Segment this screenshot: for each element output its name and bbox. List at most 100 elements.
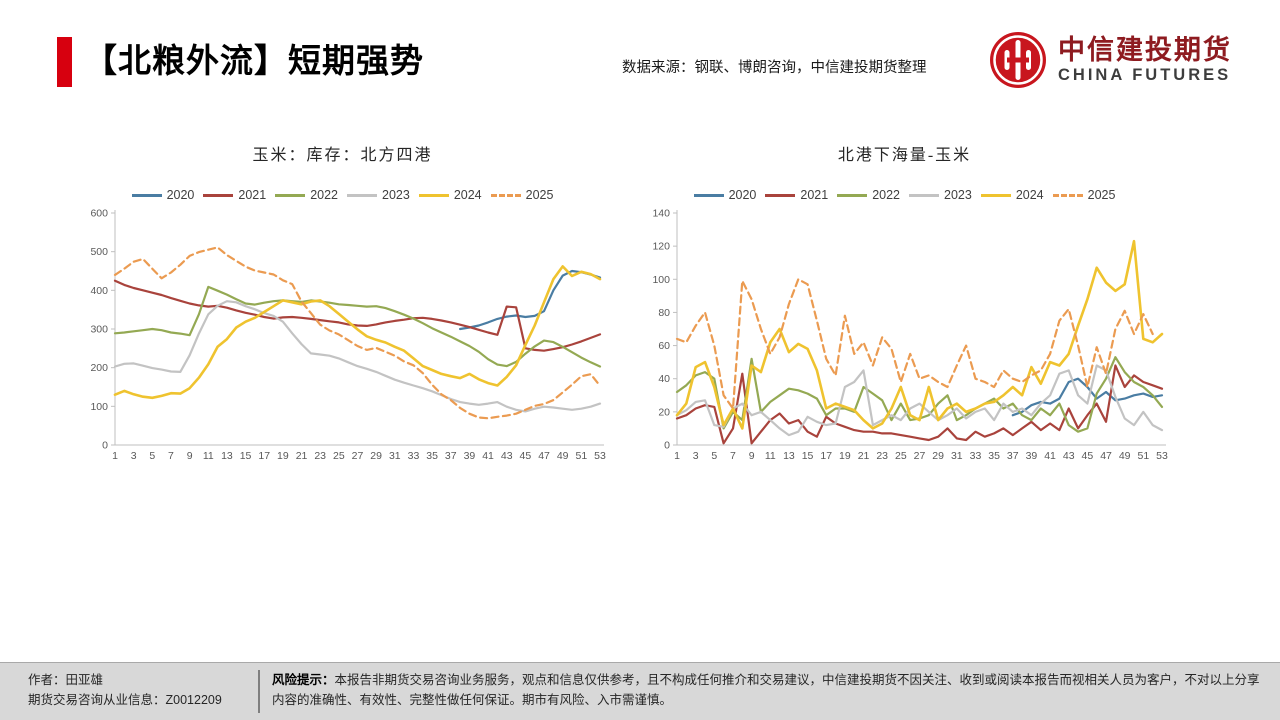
x-axis-tick-label: 9 — [187, 450, 193, 462]
logo-text: 中信建投期货 CHINA FUTURES — [1058, 35, 1232, 85]
logo-name-en: CHINA FUTURES — [1058, 66, 1232, 84]
series-line-2022 — [113, 285, 602, 368]
series-line-2021 — [113, 279, 602, 352]
risk-label: 风险提示： — [272, 673, 335, 687]
x-axis-tick-label: 53 — [1156, 450, 1168, 462]
chart-title: 北港下海量-玉米 — [837, 147, 972, 164]
legend-item-2023: 2023 — [347, 188, 410, 202]
x-axis-tick-label: 13 — [783, 450, 795, 462]
legend-item-2023: 2023 — [909, 188, 972, 202]
legend-label: 2021 — [238, 188, 267, 202]
series-line-2020 — [459, 269, 602, 331]
y-axis-tick-label: 140 — [652, 208, 670, 220]
y-axis-tick-label: 100 — [90, 401, 108, 413]
x-axis-tick-label: 27 — [352, 450, 364, 462]
footer-bar: 作者：田亚雄 期货交易咨询从业信息：Z0012209 风险提示：本报告非期货交易… — [0, 662, 1280, 720]
x-axis-tick-label: 17 — [820, 450, 832, 462]
x-axis-tick-label: 23 — [314, 450, 326, 462]
legend-swatch — [980, 193, 1011, 197]
x-axis-tick-label: 21 — [296, 450, 308, 462]
x-axis-tick-label: 33 — [408, 450, 420, 462]
x-axis-tick-label: 41 — [482, 450, 494, 462]
series-line-2021 — [675, 364, 1164, 445]
legend-label: 2021 — [800, 188, 829, 202]
china-futures-logo-icon — [990, 32, 1046, 88]
x-axis-tick-label: 47 — [1100, 450, 1112, 462]
legend-item-2020: 2020 — [693, 188, 757, 202]
x-axis-tick-label: 41 — [1044, 450, 1056, 462]
x-axis-tick-label: 11 — [203, 450, 214, 462]
series-line-2024 — [113, 265, 602, 400]
y-axis-tick-label: 100 — [652, 274, 670, 286]
legend-label: 2025 — [1087, 188, 1116, 202]
chart-title: 玉米：库存：北方四港 — [252, 147, 433, 164]
y-axis-tick-label: 600 — [90, 208, 108, 220]
x-axis-tick-label: 37 — [1007, 450, 1019, 462]
x-axis-tick-label: 25 — [333, 450, 345, 462]
x-axis-tick-label: 33 — [970, 450, 982, 462]
x-axis-tick-label: 13 — [221, 450, 233, 462]
x-axis-tick-label: 1 — [674, 450, 680, 462]
x-axis-tick-label: 15 — [240, 450, 252, 462]
x-axis-tick-label: 47 — [538, 450, 550, 462]
legend-item-2024: 2024 — [980, 188, 1044, 202]
y-axis-tick-label: 20 — [658, 406, 670, 418]
legend-item-2022: 2022 — [275, 188, 338, 202]
x-axis-tick-label: 31 — [951, 450, 963, 462]
legend-swatch — [347, 193, 377, 197]
series-line-2023 — [675, 364, 1164, 437]
legend-swatch — [275, 193, 306, 197]
legend-swatch — [418, 193, 449, 197]
series-line-2023 — [113, 300, 602, 413]
risk-disclaimer: 风险提示：本报告非期货交易咨询业务服务，观点和信息仅供参考，且不构成任何推介和交… — [272, 670, 1267, 710]
legend-label: 2022 — [310, 188, 338, 202]
x-axis-tick-label: 31 — [389, 450, 401, 462]
legend-item-2020: 2020 — [131, 188, 195, 202]
x-axis-tick-label: 3 — [693, 450, 699, 462]
data-source-note: 数据来源：钢联、博朗咨询，中信建投期货整理 — [622, 60, 927, 76]
legend-swatch — [693, 193, 724, 197]
y-axis-tick-label: 200 — [90, 362, 108, 374]
series-line-2025 — [675, 278, 1154, 410]
legend-label: 2020 — [728, 188, 757, 202]
author-info: 作者：田亚雄 期货交易咨询从业信息：Z0012209 — [28, 670, 222, 710]
y-axis-tick-label: 500 — [90, 246, 108, 258]
x-axis-tick-label: 43 — [501, 450, 513, 462]
legend-swatch — [1052, 193, 1083, 197]
x-axis-tick-label: 19 — [839, 450, 851, 462]
company-logo: 中信建投期货 CHINA FUTURES — [988, 30, 1232, 90]
x-axis-tick-label: 7 — [730, 450, 736, 462]
x-axis-tick-label: 7 — [168, 450, 174, 462]
legend-swatch — [131, 193, 162, 197]
legend-label: 2020 — [166, 188, 195, 202]
series-line-2024 — [675, 239, 1164, 430]
legend-item-2022: 2022 — [837, 188, 900, 202]
x-axis-tick-label: 27 — [914, 450, 926, 462]
footer-divider — [258, 670, 260, 713]
logo-name-cn: 中信建投期货 — [1058, 35, 1232, 65]
x-axis-tick-label: 45 — [520, 450, 532, 462]
chart-legend: 2020 2021 2022 2023 2024 2025 — [75, 187, 610, 203]
y-axis-tick-label: 60 — [658, 340, 670, 352]
y-axis-tick-label: 80 — [658, 307, 670, 319]
x-axis-tick-label: 35 — [426, 450, 438, 462]
x-axis-tick-label: 49 — [557, 450, 569, 462]
x-axis-tick-label: 29 — [370, 450, 382, 462]
page-title: 【北粮外流】短期强势 — [84, 42, 424, 79]
x-axis-tick-label: 43 — [1063, 450, 1075, 462]
x-axis-tick-label: 51 — [1138, 450, 1150, 462]
y-axis-tick-label: 120 — [652, 241, 670, 253]
x-axis-tick-label: 11 — [765, 450, 776, 462]
x-axis-tick-label: 3 — [131, 450, 137, 462]
legend-swatch — [490, 193, 521, 197]
legend-item-2021: 2021 — [765, 188, 828, 202]
x-axis-tick-label: 15 — [802, 450, 814, 462]
legend-label: 2022 — [872, 188, 900, 202]
x-axis-tick-label: 35 — [988, 450, 1000, 462]
legend-label: 2024 — [1015, 188, 1044, 202]
legend-item-2021: 2021 — [203, 188, 266, 202]
chart-corn-inventory-north-ports: 玉米：库存：北方四港 2020 2021 2022 2023 2024 2025 0 100… — [75, 141, 610, 467]
y-axis-tick-label: 300 — [90, 324, 108, 336]
y-axis-tick-label: 0 — [664, 440, 670, 452]
